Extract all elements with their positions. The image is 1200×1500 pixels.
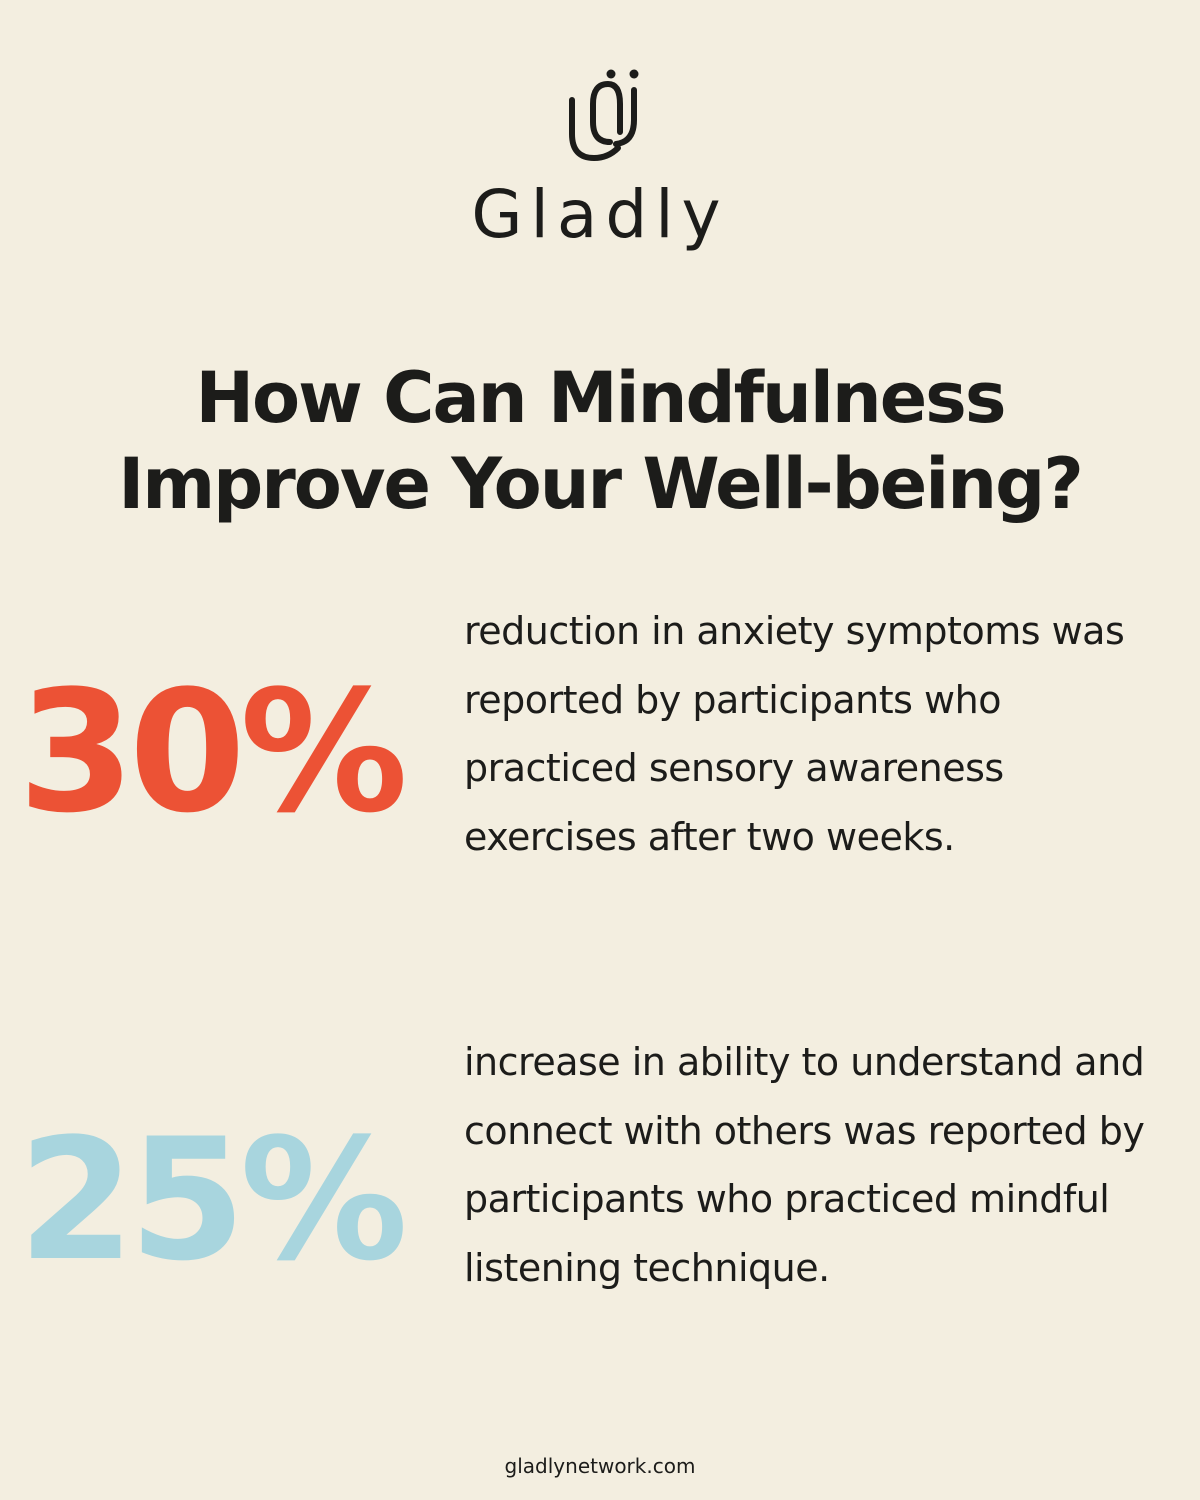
stat-value-anxiety: 30% bbox=[18, 654, 408, 850]
stat-description-anxiety: reduction in anxiety symptoms was report… bbox=[464, 609, 1125, 859]
title-line-2: Improve Your Well-being? bbox=[118, 443, 1084, 525]
title-line-1: How Can Mindfulness bbox=[195, 357, 1006, 439]
brand-name: Gladly bbox=[471, 176, 729, 253]
gladly-logo-icon bbox=[569, 69, 639, 162]
stat-description-connection: increase in ability to understand and co… bbox=[464, 1040, 1145, 1290]
page-title: How Can Mindfulness Improve Your Well-be… bbox=[0, 355, 1200, 527]
stat-value-connection: 25% bbox=[18, 1102, 408, 1298]
footer-url[interactable]: gladlynetwork.com bbox=[504, 1454, 696, 1478]
